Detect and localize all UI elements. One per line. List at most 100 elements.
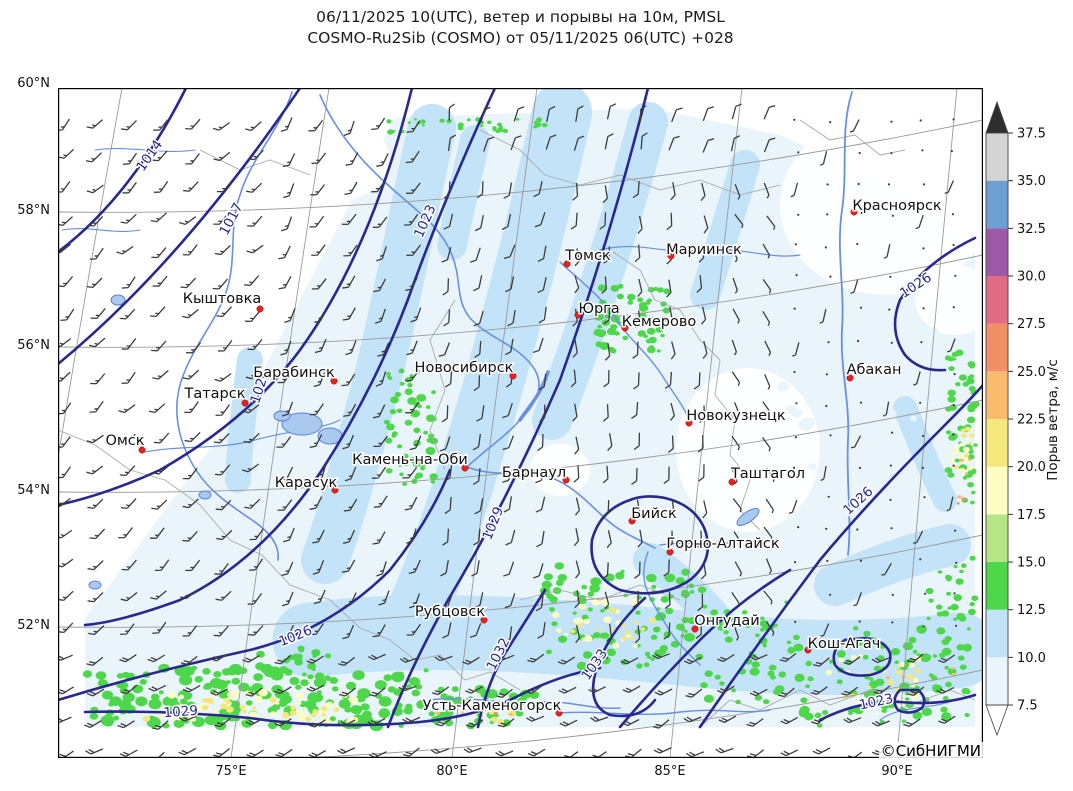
- barb-glyph: [151, 340, 167, 352]
- barb-glyph: [242, 654, 260, 663]
- lat-tick-label: 52°N: [17, 618, 50, 633]
- wind-barb: [368, 751, 387, 758]
- gust-speckle: [426, 414, 436, 422]
- gust-speckle: [169, 716, 175, 720]
- gust-speckle: [426, 405, 431, 409]
- barb-glyph: [89, 528, 106, 540]
- colorbar-band: [986, 466, 1008, 515]
- wind-barb: [184, 401, 199, 414]
- barb-glyph: [670, 182, 676, 201]
- wind-barb: [60, 308, 75, 322]
- wind-barb: [58, 436, 71, 448]
- barb-glyph: [274, 655, 292, 665]
- gust-speckle: [906, 673, 914, 680]
- wind-barb: [946, 496, 954, 512]
- wind-barb: [730, 135, 741, 152]
- gust-speckle: [717, 624, 726, 631]
- calm-dot: [794, 243, 797, 246]
- gust-speckle: [940, 706, 948, 713]
- gust-speckle: [932, 684, 943, 694]
- calm-dot: [859, 372, 863, 375]
- barb-glyph: [213, 213, 229, 225]
- gust-speckle: [645, 318, 653, 324]
- barb-glyph: [58, 402, 72, 415]
- gust-speckle: [139, 679, 147, 685]
- barb-glyph: [121, 338, 137, 350]
- barb-glyph: [85, 748, 104, 755]
- barb-glyph: [702, 106, 714, 122]
- meridian-line: [230, 88, 330, 758]
- wind-barb: [812, 747, 831, 755]
- gust-speckle: [967, 608, 976, 616]
- gust-speckle: [284, 668, 293, 676]
- calm-dot: [950, 150, 953, 153]
- barb-glyph: [501, 213, 512, 230]
- gust-speckle: [855, 700, 862, 705]
- wind-barb: [402, 467, 418, 479]
- barb-glyph: [513, 106, 525, 122]
- barb-glyph: [215, 404, 231, 416]
- barb-glyph: [281, 401, 294, 417]
- parallel-line: [58, 534, 983, 628]
- gust-speckle: [194, 676, 203, 683]
- calm-dot: [919, 401, 922, 404]
- wind-barb: [502, 402, 513, 419]
- wind-barb: [245, 310, 261, 323]
- wind-barb: [440, 560, 449, 577]
- wind-barb: [337, 719, 356, 727]
- gust-speckle: [337, 719, 344, 725]
- gust-speckle: [289, 710, 297, 716]
- barb-glyph: [841, 686, 859, 696]
- gust-speckle: [535, 707, 542, 713]
- barb-glyph: [497, 718, 515, 728]
- wind-barb: [602, 465, 609, 484]
- barb-glyph: [341, 373, 356, 387]
- barb-glyph: [343, 120, 355, 136]
- wind-barb: [731, 592, 740, 607]
- gust-speckle: [378, 708, 391, 719]
- colorbar-tick-label: 12.5: [1017, 603, 1046, 618]
- barb-glyph: [533, 181, 543, 198]
- gust-speckle: [398, 368, 405, 374]
- calm-dot: [856, 528, 859, 531]
- wind-barb: [406, 182, 421, 194]
- barb-glyph: [215, 590, 232, 601]
- barb-glyph: [778, 687, 795, 698]
- wind-barb: [85, 748, 104, 755]
- wind-barb: [58, 590, 74, 601]
- wind-barb: [87, 592, 104, 603]
- gust-speckle: [948, 366, 955, 372]
- gust-speckle: [378, 696, 392, 707]
- barb-glyph: [534, 212, 546, 228]
- wind-barb: [372, 624, 386, 638]
- barb-glyph: [118, 404, 136, 414]
- wind-barb: [607, 433, 613, 452]
- barb-glyph: [474, 592, 484, 609]
- barb-glyph: [671, 107, 683, 123]
- barb-glyph: [405, 277, 418, 292]
- barb-glyph: [631, 467, 638, 486]
- barb-glyph: [214, 244, 231, 256]
- calm-dot: [826, 559, 829, 562]
- barb-glyph: [58, 148, 75, 159]
- gust-speckle: [494, 708, 498, 711]
- calm-dot: [953, 373, 956, 376]
- wind-barb: [283, 527, 295, 543]
- wind-barb: [246, 182, 263, 193]
- gust-speckle: [965, 472, 968, 475]
- wind-barb: [341, 373, 356, 387]
- wind-barb: [507, 309, 516, 327]
- barb-glyph: [372, 624, 386, 638]
- wind-barb: [604, 133, 614, 150]
- gust-speckle: [329, 716, 336, 722]
- wind-barb: [792, 342, 800, 357]
- wind-barb: [151, 499, 168, 510]
- calm-dot: [827, 495, 830, 498]
- wind-barb: [622, 685, 641, 693]
- colorbar-band: [986, 371, 1008, 420]
- wind-barb: [120, 498, 137, 509]
- barb-glyph: [120, 498, 137, 509]
- barb-glyph: [214, 717, 231, 728]
- barb-glyph: [561, 751, 579, 758]
- gust-speckle: [616, 293, 625, 300]
